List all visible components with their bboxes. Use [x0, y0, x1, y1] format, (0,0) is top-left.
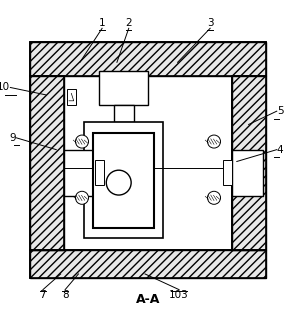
Text: 4: 4	[277, 145, 283, 155]
Bar	[30, 250, 266, 278]
Text: 3: 3	[207, 18, 213, 28]
Bar	[64, 76, 232, 250]
Circle shape	[207, 191, 221, 204]
Text: A-A: A-A	[136, 292, 160, 306]
Circle shape	[75, 191, 89, 204]
Bar	[30, 42, 266, 76]
Text: 8: 8	[62, 290, 68, 300]
Bar	[84, 122, 163, 238]
Text: 7: 7	[40, 290, 46, 300]
Bar	[99, 71, 148, 105]
Bar	[30, 42, 266, 278]
Bar	[223, 160, 232, 185]
Text: 5: 5	[277, 106, 283, 116]
Text: 103: 103	[169, 290, 189, 300]
Bar	[93, 133, 154, 228]
Bar	[30, 42, 266, 76]
Text: 10: 10	[0, 83, 10, 92]
Bar	[232, 150, 263, 196]
Bar	[95, 160, 104, 185]
Bar	[30, 250, 266, 278]
Text: 2: 2	[126, 18, 132, 28]
Circle shape	[75, 135, 89, 148]
Bar	[30, 76, 64, 250]
Bar	[64, 150, 95, 196]
Bar	[114, 105, 134, 122]
Bar	[232, 76, 266, 250]
Circle shape	[207, 135, 221, 148]
Bar	[232, 76, 266, 250]
Circle shape	[106, 170, 131, 195]
Bar	[67, 89, 76, 105]
Text: 9: 9	[10, 133, 16, 143]
Text: 1: 1	[99, 18, 105, 28]
Bar	[30, 76, 64, 250]
